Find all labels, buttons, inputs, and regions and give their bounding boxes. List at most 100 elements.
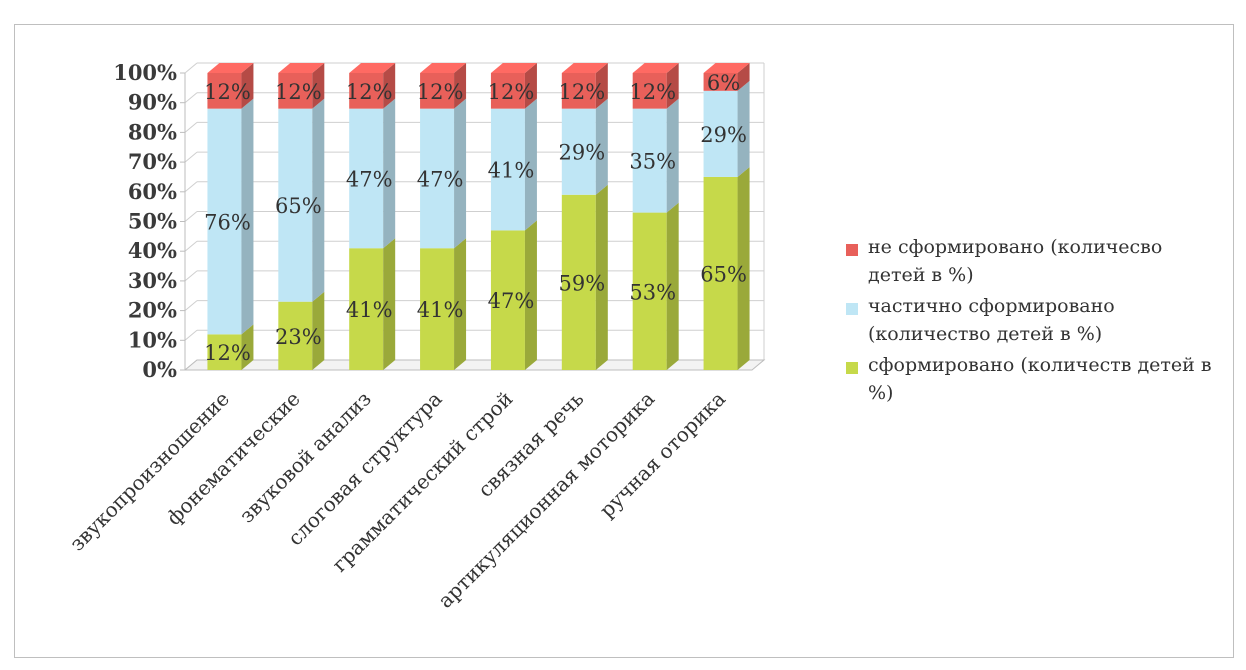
bar-front bbox=[207, 334, 242, 370]
chart-legend: не сформировано (количесво детей в %) ча… bbox=[846, 236, 1236, 417]
data-label: 41% bbox=[417, 298, 464, 322]
data-label: 47% bbox=[488, 289, 535, 313]
data-label: 65% bbox=[275, 194, 322, 218]
bar-segment bbox=[278, 98, 325, 302]
bar-segment bbox=[349, 238, 396, 370]
data-label: 12% bbox=[275, 80, 322, 104]
bar-side bbox=[454, 238, 467, 370]
gridline-side bbox=[184, 92, 198, 104]
bar-side bbox=[312, 291, 325, 370]
bar-side bbox=[524, 220, 537, 370]
bar-front bbox=[349, 248, 384, 370]
data-label: 12% bbox=[488, 80, 535, 104]
bar-front bbox=[561, 194, 596, 370]
data-label: 53% bbox=[629, 280, 676, 304]
bar-segment bbox=[561, 98, 608, 195]
bar-segment bbox=[490, 63, 537, 109]
y-tick-label: 50% bbox=[128, 209, 177, 234]
bar-front bbox=[632, 108, 667, 213]
bar-side bbox=[383, 63, 396, 109]
x-category-label: звуковой анализ bbox=[235, 387, 376, 528]
bar-side bbox=[241, 324, 254, 370]
y-tick-label: 70% bbox=[128, 149, 177, 174]
bar-segment bbox=[349, 63, 396, 109]
y-tick-label: 10% bbox=[128, 327, 177, 352]
bar-front bbox=[490, 73, 525, 109]
gridline-side bbox=[184, 181, 198, 193]
data-label: 47% bbox=[346, 167, 393, 191]
legend-label-partially-formed: частично сформировано (количество детей … bbox=[868, 295, 1115, 345]
bar-segment bbox=[632, 63, 679, 109]
bar-segment bbox=[632, 98, 679, 213]
data-label: 12% bbox=[204, 341, 251, 365]
bar-front bbox=[490, 230, 525, 370]
bar-segment bbox=[703, 63, 750, 91]
bar-front bbox=[207, 108, 242, 335]
bar-side bbox=[666, 63, 679, 109]
x-category-label: фонематические bbox=[162, 387, 305, 530]
bar-segment bbox=[490, 220, 537, 370]
chart-floor bbox=[183, 359, 766, 371]
bar-segment bbox=[278, 63, 325, 109]
bar-side bbox=[454, 63, 467, 109]
bar-side bbox=[241, 63, 254, 109]
bar-front bbox=[703, 176, 738, 370]
y-tick-label: 80% bbox=[128, 119, 177, 144]
bar-front bbox=[207, 73, 242, 109]
bar-front bbox=[420, 108, 455, 249]
data-label: 41% bbox=[346, 298, 393, 322]
bar-side bbox=[383, 98, 396, 249]
bar-segment bbox=[561, 184, 608, 370]
bar-top bbox=[207, 63, 254, 73]
bar-side bbox=[454, 98, 467, 249]
data-label: 65% bbox=[700, 262, 747, 286]
legend-swatch-not-formed bbox=[846, 244, 858, 256]
y-tick-label: 60% bbox=[128, 179, 177, 204]
legend-swatch-formed bbox=[846, 362, 858, 374]
gridline-side bbox=[184, 270, 198, 282]
bar-front bbox=[632, 73, 667, 109]
y-tick-label: 40% bbox=[128, 238, 177, 263]
y-tick-label: 90% bbox=[128, 90, 177, 115]
bar-segment bbox=[207, 63, 254, 109]
bar-front bbox=[349, 108, 384, 249]
bar-side bbox=[312, 98, 325, 302]
gridline-side bbox=[184, 329, 198, 341]
bar-front bbox=[632, 212, 667, 370]
gridline-side bbox=[184, 122, 198, 133]
bar-segment bbox=[632, 202, 679, 370]
data-label: 41% bbox=[488, 159, 535, 183]
bar-side bbox=[241, 98, 254, 335]
data-label: 35% bbox=[629, 150, 676, 174]
bar-side bbox=[666, 98, 679, 213]
data-label: 47% bbox=[417, 167, 464, 191]
y-tick-label: 20% bbox=[128, 298, 177, 323]
bar-side bbox=[737, 63, 750, 91]
bar-segment bbox=[703, 80, 750, 177]
legend-label-formed: сформировано (количеств детей в %) bbox=[868, 354, 1212, 404]
bar-front bbox=[561, 108, 596, 195]
bar-top bbox=[632, 63, 679, 73]
bar-front bbox=[349, 73, 384, 109]
legend-swatch-partially-formed bbox=[846, 303, 858, 315]
bar-side bbox=[595, 63, 608, 109]
bar-top bbox=[349, 63, 396, 73]
gridline-side bbox=[184, 211, 198, 222]
bar-top bbox=[490, 63, 537, 73]
bar-front bbox=[278, 108, 313, 302]
bar-segment bbox=[420, 238, 467, 370]
data-label: 12% bbox=[629, 80, 676, 104]
bar-top bbox=[420, 63, 467, 73]
gridline-side bbox=[184, 62, 198, 74]
bar-side bbox=[524, 63, 537, 109]
bar-top bbox=[561, 63, 608, 73]
bar-front bbox=[703, 73, 738, 91]
bar-segment bbox=[207, 324, 254, 370]
bar-segment bbox=[703, 166, 750, 370]
legend-label-not-formed: не сформировано (количесво детей в %) bbox=[868, 236, 1163, 286]
gridline-side bbox=[184, 240, 198, 252]
data-label: 29% bbox=[700, 123, 747, 147]
data-labels: 12% 76% 12% 23% 65% 12% 41% 47% 12% 41% 47% 12% 47% 4… bbox=[204, 71, 747, 365]
y-tick-label: 30% bbox=[128, 268, 177, 293]
bar-front bbox=[490, 108, 525, 231]
